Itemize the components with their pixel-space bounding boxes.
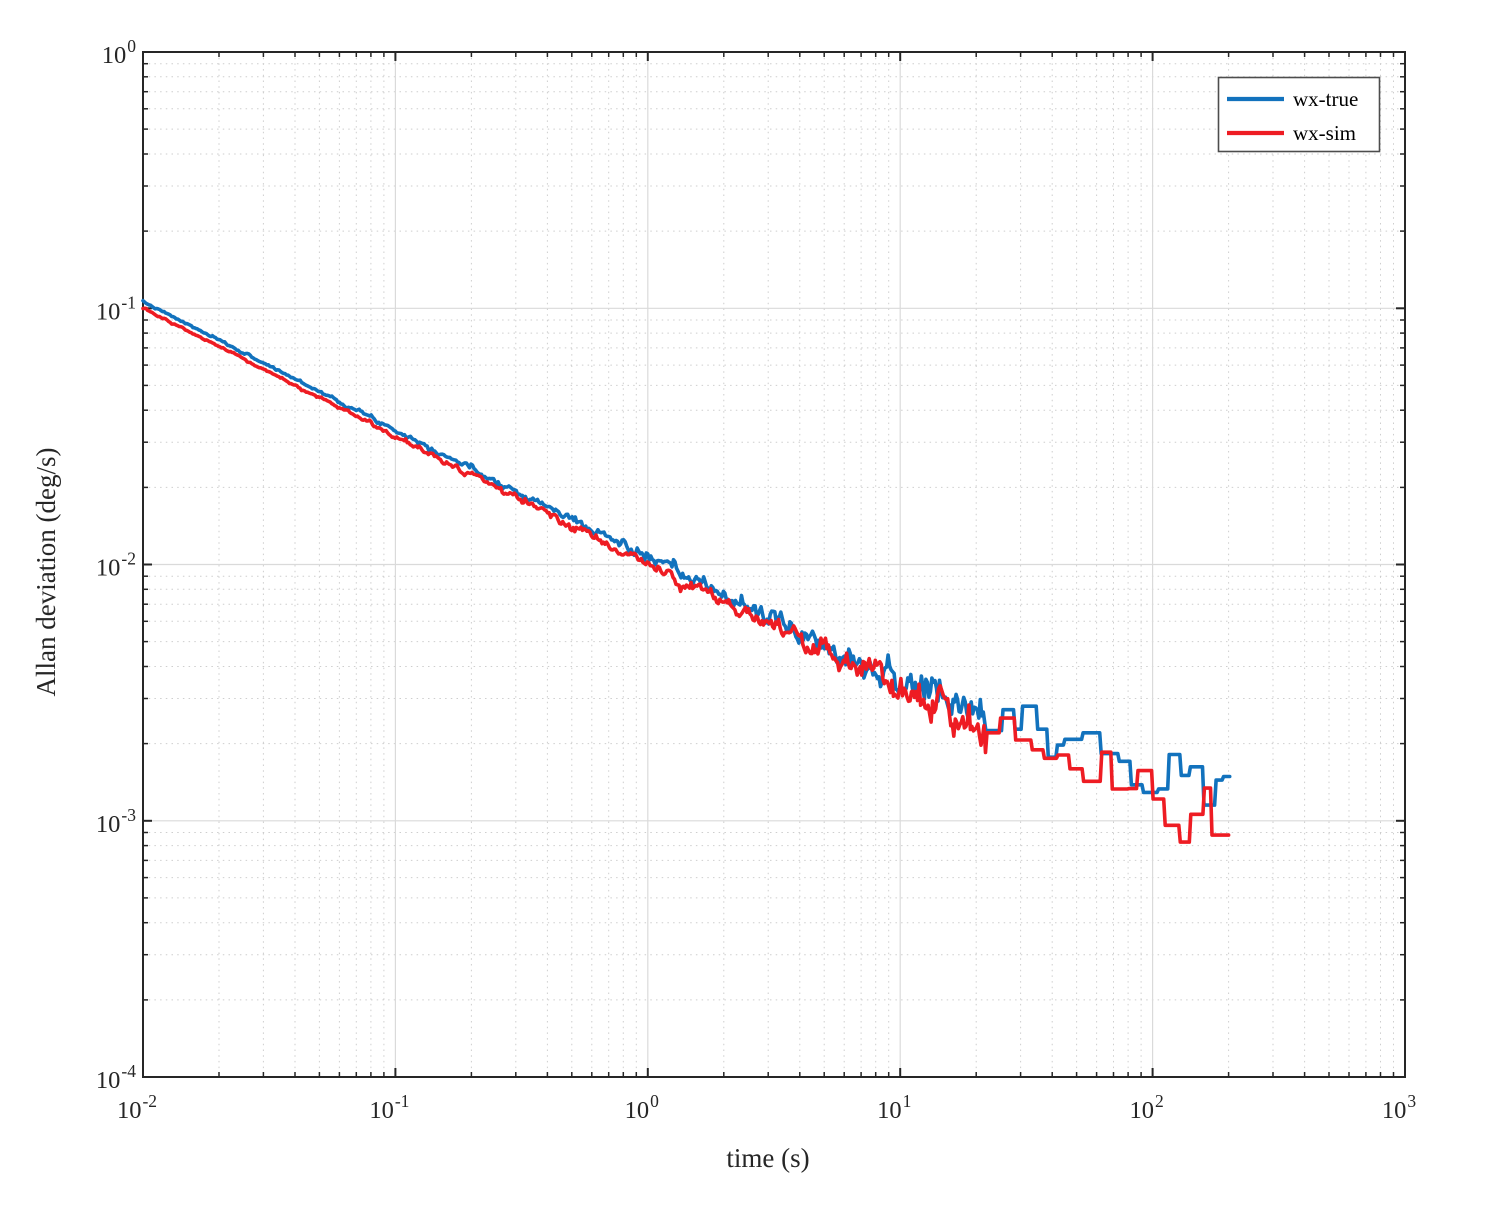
x-axis-title: time (s) [726, 1143, 809, 1173]
x-tick-label: 100 [625, 1091, 660, 1124]
legend-box [1217, 76, 1381, 153]
legend-label-wx-true: wx-true [1293, 87, 1358, 111]
legend: wx-true wx-sim [1217, 76, 1381, 153]
x-tick-label: 101 [877, 1091, 911, 1124]
y-tick-label: 100 [102, 36, 137, 69]
y-axis-title: Allan deviation (deg/s) [31, 448, 61, 697]
data-series [141, 298, 1232, 844]
series-line-wx-true [141, 298, 1232, 807]
grid-lines [143, 52, 1405, 1077]
series-line-wx-sim [141, 306, 1231, 844]
y-tick-label: 10-3 [96, 805, 136, 838]
y-tick-label: 10-1 [96, 292, 136, 325]
x-tick-label: 10-1 [369, 1091, 409, 1124]
y-tick-label: 10-2 [96, 549, 136, 582]
x-tick-label: 102 [1129, 1091, 1163, 1124]
legend-label-wx-sim: wx-sim [1293, 121, 1356, 145]
x-tick-label: 103 [1382, 1091, 1417, 1124]
x-tick-label: 10-2 [117, 1091, 157, 1124]
plot-border-box [142, 51, 1406, 1078]
y-tick-label: 10-4 [96, 1061, 136, 1094]
tick-labels: 10-2 10-1 100 101 102 103 100 10-1 10-2 10-3 10-4 [96, 36, 1416, 1124]
